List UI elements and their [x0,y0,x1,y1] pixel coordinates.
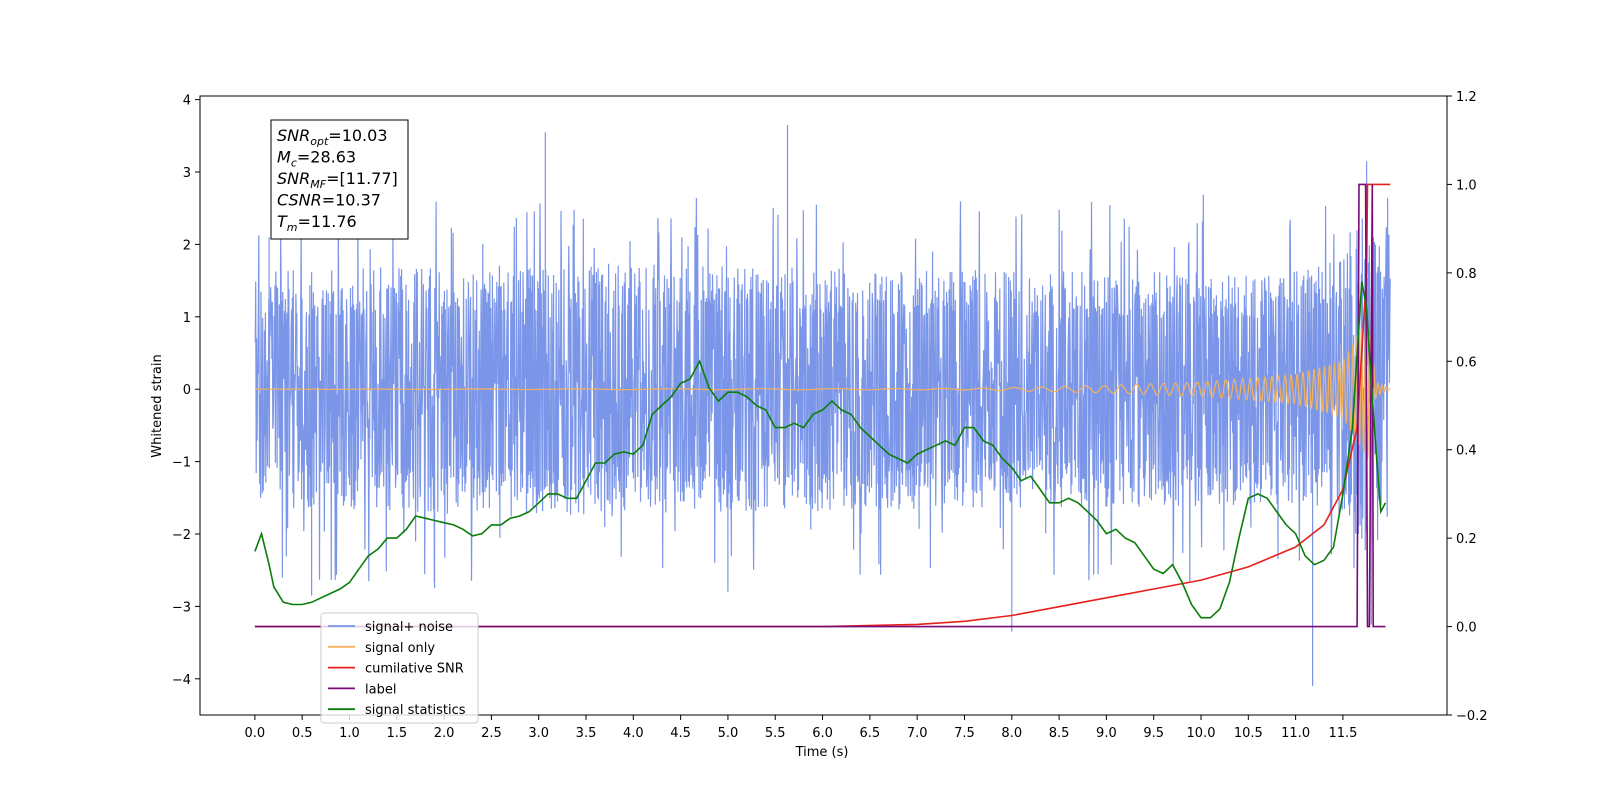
annotation-value: =[11.77] [326,169,398,188]
y-axis-left: −4 −3 −2 −1 0 1 2 3 4 [172,94,200,688]
x-tick-label: 5.5 [765,726,786,741]
x-axis-label: Time (s) [795,745,849,760]
legend-entry: label [365,682,396,697]
x-tick-label: 4.5 [670,726,691,741]
legend-entry: signal+ noise [365,620,453,635]
annotation-line: Tm=11.76 [277,212,357,234]
y-axis-right: −0.2 0.0 0.2 0.4 0.6 0.8 1.0 1.2 [1447,90,1488,724]
annotation-line: CSNR=10.37 [277,191,381,210]
legend-entry: signal only [365,641,435,656]
x-tick-label: 10.0 [1187,726,1216,741]
x-tick-label: 8.5 [1049,726,1070,741]
legend: signal+ noise signal only cumilative SNR la… [320,612,479,724]
x-tick-label: 6.0 [812,726,833,741]
annotation-frame [270,119,409,240]
y-left-tick-label: 2 [183,238,191,253]
x-tick-label: 9.0 [1096,726,1117,741]
annotation-box: SNRopt=10.03Mc=28.63SNRMF=[11.77]CSNR=10… [270,119,409,240]
y-right-tick-label: −0.2 [1456,709,1488,724]
annotation-symbol: M [277,148,291,167]
y-right-tick-label: 0.0 [1456,621,1477,636]
y-right-tick-label: 0.2 [1456,532,1477,547]
y-left-tick-label: −4 [172,673,191,688]
annotation-subscript: m [287,221,298,234]
annotation-value: =11.76 [298,212,357,231]
x-tick-label: 3.5 [576,726,597,741]
annotation-value: =10.37 [322,191,381,210]
annotation-symbol: CSNR [277,191,322,210]
y-left-tick-label: −3 [172,600,191,615]
y-left-tick-label: −1 [172,456,191,471]
x-tick-label: 9.5 [1143,726,1164,741]
annotation-value: =10.03 [328,126,387,145]
y-axis-left-label: Whitened strain [150,354,165,457]
x-tick-label: 2.5 [481,726,502,741]
x-tick-label: 0.5 [292,726,313,741]
x-tick-label: 7.5 [954,726,975,741]
y-right-tick-label: 1.2 [1456,90,1477,105]
y-right-tick-label: 0.8 [1456,267,1477,282]
y-left-tick-label: 3 [183,166,191,181]
x-axis: 0.0 0.5 1.0 1.5 2.0 2.5 3.0 3.5 4.0 4.5 5.0 5.5 6.0 6… [245,715,1357,741]
y-left-tick-label: 0 [183,383,191,398]
annotation-subscript: opt [310,135,329,148]
legend-frame [320,612,479,724]
x-tick-label: 7.0 [907,726,928,741]
annotation-symbol: SNR [277,126,310,145]
y-right-tick-label: 1.0 [1456,178,1477,193]
legend-entry: cumilative SNR [365,662,464,677]
annotation-value: =28.63 [297,148,356,167]
y-right-tick-label: 0.4 [1456,444,1477,459]
annotation-symbol: SNR [277,169,310,188]
annotation-subscript: c [291,157,297,170]
y-right-tick-label: 0.6 [1456,355,1477,370]
series-label [254,183,1386,628]
series-cumilative-snr [254,183,1391,628]
x-tick-label: 2.0 [434,726,455,741]
annotation-line: SNRMF=[11.77] [277,169,398,191]
x-tick-label: 11.0 [1281,726,1310,741]
series-layer [254,125,1391,686]
annotation-line: SNRopt=10.03 [277,126,388,148]
y-left-tick-label: 4 [183,94,191,109]
x-tick-label: 11.5 [1328,726,1357,741]
x-tick-label: 6.5 [860,726,881,741]
y-left-tick-label: −2 [172,528,191,543]
plot-frame [199,95,1448,716]
series-signal-only [254,320,1391,460]
annotation-line: Mc=28.63 [277,148,356,170]
annotation-symbol: T [277,212,288,231]
x-tick-label: 0.0 [245,726,266,741]
x-tick-label: 1.0 [339,726,360,741]
x-tick-label: 4.0 [623,726,644,741]
legend-entry: signal statistics [365,703,466,718]
x-tick-label: 10.5 [1234,726,1263,741]
annotation-subscript: MF [310,178,326,191]
x-tick-label: 1.5 [386,726,407,741]
x-tick-label: 3.0 [528,726,549,741]
y-left-tick-label: 1 [183,311,191,326]
x-tick-label: 8.0 [1001,726,1022,741]
x-tick-label: 5.0 [718,726,739,741]
series-signal-statistics [254,281,1387,619]
